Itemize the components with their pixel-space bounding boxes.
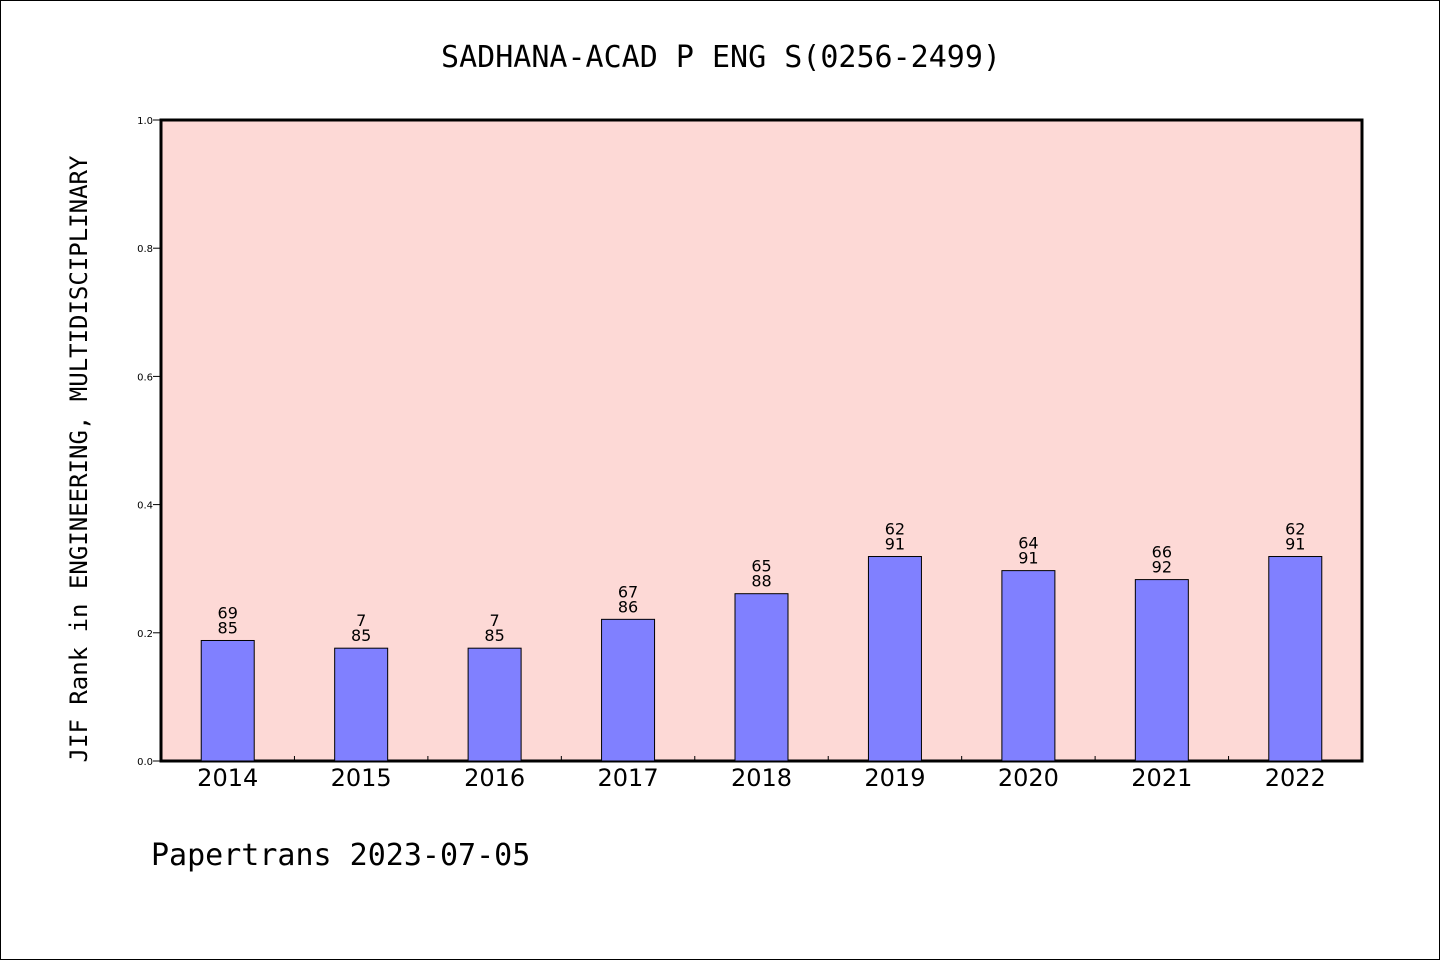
x-tick-label: 2015 [331,764,392,792]
bar-label-bottom: 91 [885,535,905,554]
x-tick-label: 2021 [1131,764,1192,792]
bar-label-bottom: 91 [1018,549,1038,568]
bar-2022 [1268,556,1323,762]
footer-text: Papertrans 2023-07-05 [151,838,530,873]
bar-label-bottom: 85 [484,626,504,645]
y-tick-label: 0.0 [137,757,153,768]
bar-2014 [200,639,255,762]
bars [200,556,1323,762]
bar-label-top: 7 [356,611,366,630]
y-tick-label: 0.2 [137,629,153,640]
y-tick-label: 0.6 [137,372,153,383]
bar-2019 [867,556,922,762]
bar-label-top: 62 [885,520,905,539]
bar-label-bottom: 85 [351,626,371,645]
chart-title: SADHANA-ACAD P ENG S(0256-2499) [441,40,1001,75]
bar-label-bottom: 85 [218,618,238,637]
y-axis-label: JIF Rank in ENGINEERING, MULTIDISCIPLINA… [65,155,93,762]
bar-2021 [1134,579,1189,762]
bar-label-top: 62 [1285,520,1305,539]
x-tick-label: 2018 [731,764,792,792]
y-tick-label: 0.4 [137,501,153,512]
bar-2015 [334,647,389,762]
x-axis-ticks: 2014 2015 2016 2017 2018 2019 2020 2021 2022 [197,756,1326,792]
bar-label-bottom: 92 [1152,558,1172,577]
bar-label-top: 69 [218,603,238,622]
bar-2018 [734,593,789,762]
bar-2017 [601,618,656,762]
bar-label-top: 7 [490,611,500,630]
bar-label-bottom: 86 [618,597,638,616]
x-tick-label: 2020 [998,764,1059,792]
y-tick-label: 1.0 [137,116,153,127]
x-tick-label: 2016 [464,764,525,792]
x-tick-label: 2014 [197,764,258,792]
bar-label-top: 64 [1018,534,1038,553]
bar-label-bottom: 88 [751,572,771,591]
x-tick-label: 2017 [598,764,659,792]
y-tick-label: 0.8 [137,244,153,255]
bar-2020 [1001,570,1056,762]
x-tick-label: 2019 [864,764,925,792]
bar-2016 [467,647,522,762]
x-tick-label: 2022 [1265,764,1326,792]
y-axis-ticks: 0.0 0.2 0.4 0.6 0.8 1.0 [137,116,161,768]
bar-label-bottom: 91 [1285,535,1305,554]
bar-label-top: 66 [1152,543,1172,562]
bar-label-top: 65 [751,557,771,576]
bar-label-top: 67 [618,582,638,601]
